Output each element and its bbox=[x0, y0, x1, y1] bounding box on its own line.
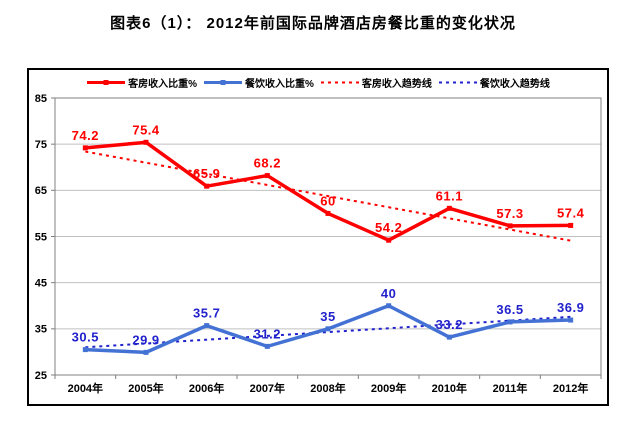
data-point-marker bbox=[507, 319, 513, 325]
plot-area: 85 75 65 55 45 35 25 2004年 2005年 2006年 2007年 2008年 2… bbox=[35, 93, 602, 395]
data-label: 57.3 bbox=[496, 206, 523, 221]
data-point-marker bbox=[143, 349, 149, 355]
x-axis-label: 2010年 bbox=[432, 381, 467, 395]
data-point-marker bbox=[446, 205, 452, 211]
legend-item-3: 餐饮收入趋势线 bbox=[438, 75, 550, 90]
data-label: 74.2 bbox=[72, 128, 99, 143]
data-point-marker bbox=[568, 317, 574, 323]
data-point-marker bbox=[386, 303, 392, 309]
y-axis-label: 65 bbox=[35, 185, 47, 197]
data-point-marker bbox=[507, 223, 513, 229]
legend-label: 客房收入趋势线 bbox=[361, 78, 432, 90]
data-label: 36.5 bbox=[496, 302, 523, 317]
data-label: 36.9 bbox=[557, 300, 584, 315]
x-axis-label: 2012年 bbox=[553, 381, 588, 395]
y-axis-label: 55 bbox=[35, 231, 47, 243]
legend-dotted-line-swatch bbox=[320, 81, 359, 83]
y-axis-label: 75 bbox=[35, 139, 47, 151]
data-label: 68.2 bbox=[254, 156, 281, 171]
trend-line bbox=[85, 150, 571, 242]
data-label: 61.1 bbox=[436, 188, 463, 203]
data-point-marker bbox=[325, 326, 331, 332]
data-label: 57.4 bbox=[557, 205, 585, 220]
data-label: 35 bbox=[320, 309, 335, 324]
data-label: 33.2 bbox=[436, 317, 463, 332]
y-axis-label: 25 bbox=[35, 370, 47, 382]
data-label: 40 bbox=[381, 286, 396, 301]
x-axis-label: 2004年 bbox=[68, 381, 103, 395]
chart-title: 图表6（1）： 2012年前国际品牌酒店房餐比重的变化状况 bbox=[110, 15, 516, 32]
data-point-marker bbox=[82, 145, 88, 151]
chart-frame: 客房收入比重% 餐饮收入比重% 客房收入趋势线 餐饮收入趋势线 85 75 65 55 45 3… bbox=[27, 68, 609, 406]
legend-dotted-line-swatch bbox=[438, 81, 477, 83]
legend-label: 餐饮收入趋势线 bbox=[479, 78, 550, 90]
data-point-marker bbox=[264, 173, 270, 179]
legend-item-1: 餐饮收入比重% bbox=[203, 75, 314, 90]
data-point-marker bbox=[143, 139, 149, 145]
data-label: 30.5 bbox=[72, 330, 99, 345]
y-axis-label: 85 bbox=[35, 93, 47, 105]
y-axis-label: 35 bbox=[35, 324, 47, 336]
data-point-marker bbox=[264, 343, 270, 349]
data-point-marker bbox=[386, 237, 392, 243]
data-label: 54.2 bbox=[375, 220, 402, 235]
data-point-marker bbox=[204, 323, 210, 329]
data-label: 75.4 bbox=[132, 122, 160, 137]
series-line bbox=[83, 140, 573, 242]
x-axis-label: 2006年 bbox=[189, 381, 224, 395]
x-axis-label: 2007年 bbox=[250, 381, 285, 395]
data-point-marker bbox=[204, 183, 210, 189]
legend-line-swatch bbox=[204, 79, 242, 85]
data-point-marker bbox=[568, 222, 574, 228]
data-label: 65.9 bbox=[193, 166, 220, 181]
legend: 客房收入比重% 餐饮收入比重% 客房收入趋势线 餐饮收入趋势线 bbox=[29, 73, 607, 91]
data-label: 35.7 bbox=[193, 306, 220, 321]
data-point-marker bbox=[325, 210, 331, 216]
data-label: 29.9 bbox=[132, 332, 159, 347]
data-label: 31.2 bbox=[254, 326, 281, 341]
legend-item-2: 客房收入趋势线 bbox=[320, 75, 432, 90]
legend-item-0: 客房收入比重% bbox=[86, 75, 197, 90]
x-axis-label: 2005年 bbox=[128, 381, 163, 395]
legend-label: 餐饮收入比重% bbox=[245, 78, 314, 90]
legend-label: 客房收入比重% bbox=[128, 78, 197, 90]
data-point-marker bbox=[82, 347, 88, 353]
x-axis-label: 2008年 bbox=[310, 381, 345, 395]
x-axis-label: 2011年 bbox=[493, 381, 528, 395]
y-axis-label: 45 bbox=[35, 278, 47, 290]
x-axis-label: 2009年 bbox=[371, 381, 406, 395]
data-label: 60 bbox=[320, 193, 335, 208]
legend-line-swatch bbox=[87, 79, 126, 85]
data-point-marker bbox=[446, 334, 452, 340]
